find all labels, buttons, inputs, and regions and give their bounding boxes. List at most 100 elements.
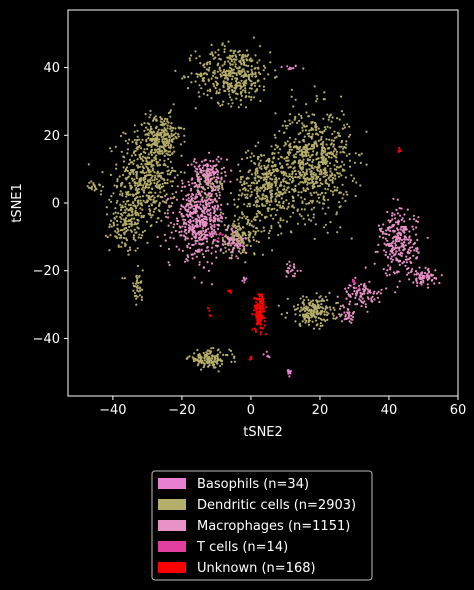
data-point: [184, 208, 187, 211]
data-point: [255, 240, 258, 243]
data-point: [409, 249, 412, 252]
data-point: [161, 182, 164, 185]
data-point: [394, 238, 397, 241]
data-point: [203, 63, 206, 66]
data-point: [263, 183, 266, 186]
data-point: [187, 75, 190, 78]
data-point: [362, 288, 365, 291]
data-point: [126, 176, 129, 179]
data-point: [208, 204, 211, 208]
data-point: [201, 211, 205, 214]
data-point: [324, 223, 327, 226]
data-point: [166, 197, 170, 200]
data-point: [218, 191, 221, 194]
data-point: [244, 217, 248, 220]
data-point: [216, 214, 219, 218]
data-point: [133, 130, 136, 133]
data-point: [260, 300, 263, 303]
data-point: [164, 117, 167, 120]
data-point: [408, 278, 411, 281]
data-point: [187, 208, 190, 211]
data-point: [222, 166, 225, 169]
data-point: [166, 133, 169, 136]
data-point: [116, 180, 119, 183]
data-point: [410, 261, 413, 265]
data-point: [325, 143, 328, 146]
scatter-points: [86, 36, 443, 378]
data-point: [212, 346, 215, 350]
data-point: [218, 219, 221, 222]
data-point: [352, 315, 355, 319]
data-point: [324, 308, 327, 311]
data-point: [220, 178, 223, 181]
data-point: [283, 185, 286, 188]
data-point: [254, 328, 257, 331]
data-point: [211, 74, 215, 77]
data-point: [300, 196, 303, 199]
data-point: [198, 263, 201, 266]
data-point: [262, 303, 265, 306]
data-point: [286, 140, 289, 143]
data-point: [142, 184, 145, 187]
data-point: [318, 201, 321, 204]
data-point: [205, 169, 208, 172]
data-point: [420, 272, 423, 275]
data-point: [289, 142, 292, 145]
data-point: [245, 182, 248, 185]
data-point: [370, 297, 373, 300]
data-point: [222, 251, 225, 255]
data-point: [170, 135, 173, 138]
data-point: [166, 178, 169, 181]
data-point: [303, 223, 307, 226]
data-point: [416, 220, 420, 223]
data-point: [198, 185, 201, 188]
data-point: [306, 159, 310, 162]
data-point: [215, 92, 218, 95]
data-point: [317, 133, 320, 136]
data-point: [215, 256, 218, 259]
data-point: [239, 99, 242, 102]
data-point: [311, 299, 314, 302]
data-point: [166, 173, 169, 176]
data-point: [203, 159, 206, 162]
data-point: [252, 230, 255, 233]
data-point: [233, 61, 236, 64]
data-point: [287, 202, 290, 205]
data-point: [247, 171, 250, 174]
data-point: [235, 77, 238, 80]
data-point: [200, 190, 203, 193]
data-point: [153, 131, 156, 134]
data-point: [390, 244, 393, 247]
data-point: [414, 233, 418, 236]
data-point: [326, 125, 329, 128]
data-point: [207, 352, 210, 355]
data-point: [197, 190, 201, 193]
data-point: [239, 82, 242, 85]
data-point: [129, 248, 132, 251]
data-point: [182, 205, 185, 208]
data-point: [246, 156, 249, 160]
data-point: [365, 130, 368, 133]
data-point: [320, 311, 323, 314]
data-point: [222, 70, 225, 73]
data-point: [413, 249, 416, 252]
data-point: [286, 65, 289, 68]
data-point: [205, 182, 208, 186]
data-point: [257, 188, 260, 191]
data-point: [389, 229, 392, 233]
data-point: [308, 303, 311, 306]
data-point: [234, 58, 237, 61]
data-point: [302, 189, 305, 192]
data-point: [412, 254, 415, 257]
data-point: [360, 152, 363, 155]
data-point: [252, 238, 255, 242]
data-point: [124, 244, 127, 247]
data-point: [126, 191, 129, 194]
x-tick-label: 20: [312, 403, 329, 418]
data-point: [340, 141, 343, 144]
data-point: [112, 221, 115, 224]
data-point: [184, 218, 187, 221]
data-point: [134, 197, 137, 200]
data-point: [254, 233, 257, 236]
data-point: [168, 136, 171, 139]
